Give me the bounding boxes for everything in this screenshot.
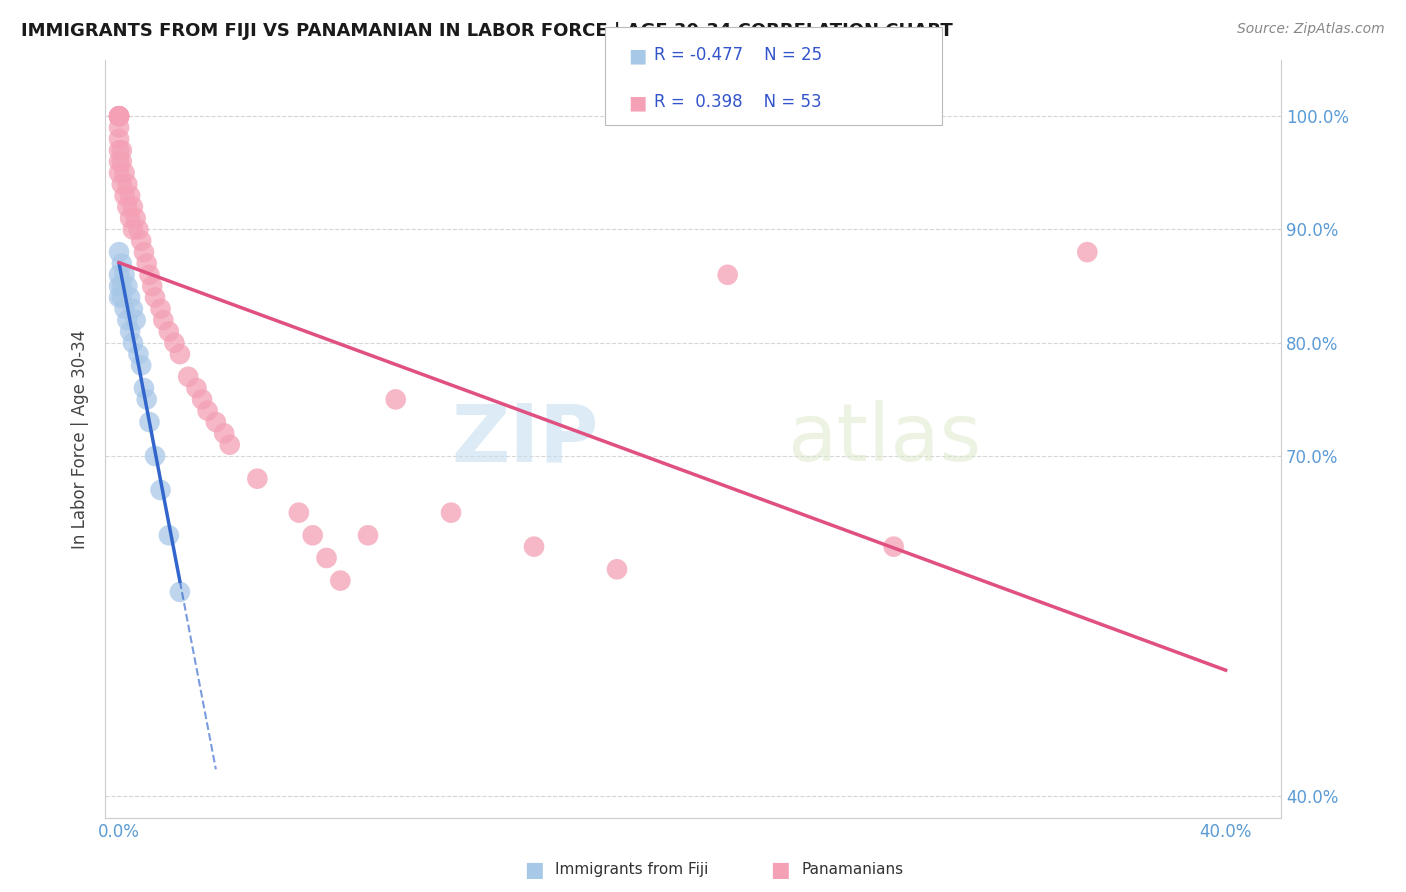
- Point: [149, 301, 172, 316]
- Point: [122, 200, 145, 214]
- Point: [108, 245, 131, 260]
- Point: [122, 301, 145, 316]
- Point: [114, 301, 136, 316]
- Text: R =  0.398    N = 53: R = 0.398 N = 53: [654, 93, 821, 111]
- Point: [315, 551, 337, 566]
- Point: [143, 449, 166, 463]
- Point: [1076, 245, 1098, 260]
- Point: [212, 426, 235, 441]
- Point: [108, 268, 131, 282]
- Point: [120, 188, 142, 202]
- Point: [197, 403, 219, 417]
- Point: [135, 256, 157, 270]
- Point: [108, 154, 131, 169]
- Point: [143, 290, 166, 304]
- Point: [138, 268, 160, 282]
- Point: [117, 177, 139, 191]
- Point: [163, 335, 186, 350]
- Point: [357, 528, 380, 542]
- Point: [169, 585, 191, 599]
- Point: [129, 234, 152, 248]
- Point: [111, 256, 134, 270]
- Y-axis label: In Labor Force | Age 30-34: In Labor Force | Age 30-34: [72, 329, 89, 549]
- Text: ■: ■: [524, 860, 544, 880]
- Point: [218, 438, 240, 452]
- Point: [246, 472, 269, 486]
- Text: ZIP: ZIP: [451, 400, 599, 478]
- Point: [301, 528, 323, 542]
- Point: [883, 540, 905, 554]
- Point: [114, 268, 136, 282]
- Point: [127, 222, 149, 236]
- Point: [108, 109, 131, 123]
- Point: [717, 268, 740, 282]
- Text: Source: ZipAtlas.com: Source: ZipAtlas.com: [1237, 22, 1385, 37]
- Point: [127, 347, 149, 361]
- Point: [186, 381, 208, 395]
- Point: [111, 177, 134, 191]
- Point: [114, 166, 136, 180]
- Point: [111, 154, 134, 169]
- Point: [108, 290, 131, 304]
- Point: [124, 211, 146, 226]
- Point: [177, 369, 200, 384]
- Point: [108, 143, 131, 157]
- Text: Panamanians: Panamanians: [801, 863, 904, 877]
- Point: [149, 483, 172, 497]
- Point: [132, 245, 155, 260]
- Point: [108, 109, 131, 123]
- Point: [205, 415, 228, 429]
- Point: [157, 325, 180, 339]
- Point: [117, 200, 139, 214]
- Point: [120, 290, 142, 304]
- Point: [141, 279, 163, 293]
- Point: [152, 313, 174, 327]
- Point: [111, 279, 134, 293]
- Point: [132, 381, 155, 395]
- Point: [129, 359, 152, 373]
- Text: ■: ■: [628, 93, 647, 112]
- Text: ■: ■: [628, 46, 647, 66]
- Point: [108, 166, 131, 180]
- Point: [108, 279, 131, 293]
- Text: R = -0.477    N = 25: R = -0.477 N = 25: [654, 46, 823, 64]
- Point: [117, 279, 139, 293]
- Point: [122, 335, 145, 350]
- Point: [120, 325, 142, 339]
- Point: [440, 506, 463, 520]
- Point: [157, 528, 180, 542]
- Point: [288, 506, 311, 520]
- Text: ■: ■: [770, 860, 790, 880]
- Point: [114, 188, 136, 202]
- Point: [138, 415, 160, 429]
- Point: [169, 347, 191, 361]
- Text: Immigrants from Fiji: Immigrants from Fiji: [555, 863, 709, 877]
- Point: [108, 109, 131, 123]
- Point: [108, 109, 131, 123]
- Point: [384, 392, 406, 407]
- Text: IMMIGRANTS FROM FIJI VS PANAMANIAN IN LABOR FORCE | AGE 30-34 CORRELATION CHART: IMMIGRANTS FROM FIJI VS PANAMANIAN IN LA…: [21, 22, 953, 40]
- Point: [124, 313, 146, 327]
- Text: atlas: atlas: [787, 400, 981, 478]
- Point: [122, 222, 145, 236]
- Point: [120, 211, 142, 226]
- Point: [191, 392, 214, 407]
- Point: [606, 562, 628, 576]
- Point: [111, 143, 134, 157]
- Point: [111, 290, 134, 304]
- Point: [523, 540, 546, 554]
- Point: [117, 313, 139, 327]
- Point: [329, 574, 352, 588]
- Point: [108, 132, 131, 146]
- Point: [108, 120, 131, 135]
- Point: [135, 392, 157, 407]
